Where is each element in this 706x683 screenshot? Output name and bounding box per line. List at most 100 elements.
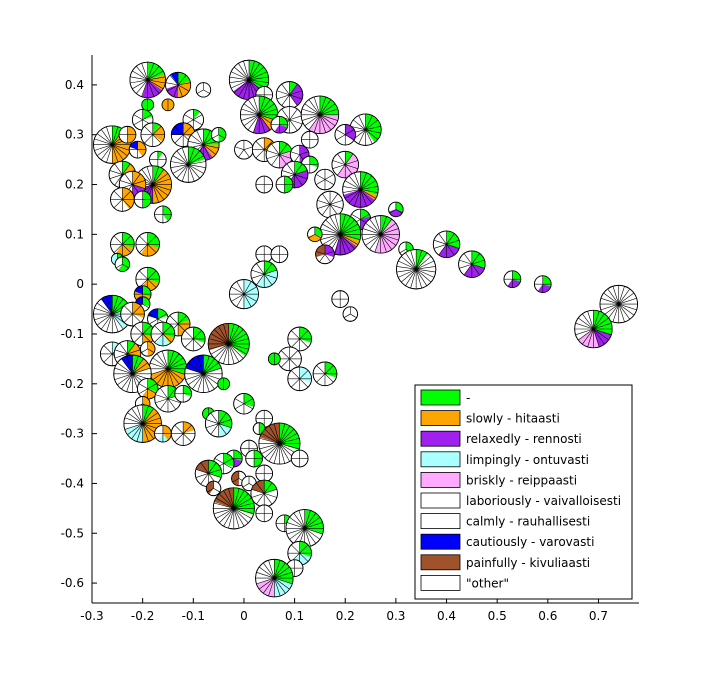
pie-spoke <box>126 373 133 392</box>
pie-spoke <box>154 325 164 335</box>
pie-spoke <box>248 79 255 99</box>
pie-spoke <box>174 126 184 135</box>
pie-spoke <box>172 164 189 174</box>
pie-spoke <box>593 317 609 330</box>
pie-spoke <box>208 473 222 478</box>
pie-spoke <box>344 153 354 165</box>
pie-spoke <box>174 433 184 443</box>
pie-slice <box>147 74 166 91</box>
pie-border <box>458 250 486 278</box>
x-ticks: -0.3 -0.2 -0.1 0 0.1 0.2 0.3 0.4 0.5 0.6 0.7 <box>80 598 608 623</box>
pie-slice <box>289 81 298 95</box>
pie-spoke <box>113 244 123 253</box>
pie-spoke <box>339 234 346 255</box>
pie-slice <box>345 151 354 165</box>
pie-spoke <box>169 75 179 86</box>
pie-spoke <box>263 263 273 275</box>
pie-spoke <box>263 562 275 579</box>
pie-slice <box>152 165 164 185</box>
pie-spoke <box>141 63 148 81</box>
pie-spoke <box>258 114 266 133</box>
pie-spoke <box>167 353 180 370</box>
pie-spoke <box>274 562 286 579</box>
pie-spoke <box>299 544 309 554</box>
pie-spoke <box>228 343 240 362</box>
pie-spoke <box>218 423 232 429</box>
pie-border <box>118 125 137 144</box>
pie-spoke <box>152 368 169 381</box>
pie-spoke <box>618 292 635 305</box>
pie-spoke <box>354 189 361 207</box>
pie-spoke <box>339 216 351 235</box>
pie-spoke <box>203 373 219 386</box>
pie-spoke <box>319 108 338 116</box>
y-tick-label: -0.6 <box>61 576 84 590</box>
pie-spoke <box>188 362 204 375</box>
pie-border <box>133 190 152 209</box>
pie-border <box>342 171 379 208</box>
pie-spoke <box>114 163 123 175</box>
pie-spoke <box>114 353 128 359</box>
pie-spoke <box>167 84 179 92</box>
pie-spoke <box>279 154 288 166</box>
pie-spoke <box>247 114 260 131</box>
pie-slice <box>249 60 269 92</box>
legend-swatch <box>420 430 461 447</box>
legend-entries: - slowly - hitaasti relaxedly - rennosti li… <box>420 389 621 591</box>
pie-spoke <box>142 303 150 308</box>
pie-spoke <box>177 84 190 92</box>
pie-spoke <box>259 437 280 444</box>
pie-marker <box>212 487 255 530</box>
pie-spoke <box>582 313 594 330</box>
pie-spoke <box>162 325 172 335</box>
pie-border <box>267 352 281 366</box>
pie-spoke <box>152 126 162 135</box>
pie-spoke <box>264 489 277 494</box>
pie-spoke <box>228 323 235 345</box>
pie-spoke <box>261 433 280 444</box>
pie-marker <box>396 249 437 290</box>
pie-spoke <box>184 338 194 348</box>
pie-spoke <box>345 134 355 141</box>
pie-spoke <box>365 223 381 235</box>
pie-spoke <box>132 358 144 375</box>
axes: -0.3 -0.2 -0.1 0 0.1 0.2 0.3 0.4 0.5 0.6 0.7 0.40.… <box>61 55 639 623</box>
pie-spoke <box>155 394 169 400</box>
pie-marker <box>228 279 259 310</box>
pie-spoke <box>161 368 169 387</box>
pie-slice <box>340 213 361 241</box>
pie-spoke <box>134 333 143 343</box>
pie-spoke <box>289 350 299 360</box>
pie-spoke <box>398 260 417 270</box>
pie-spoke <box>238 149 245 158</box>
pie-border <box>184 354 223 394</box>
pie-spoke <box>196 130 204 145</box>
pie-slice <box>208 323 229 351</box>
pie-border <box>170 421 196 446</box>
pie-spoke <box>593 322 612 330</box>
pie-spoke <box>147 79 164 90</box>
pie-spoke <box>248 66 265 81</box>
pie-spoke <box>248 63 260 81</box>
pie-spoke <box>176 164 189 179</box>
pie-spoke <box>208 338 229 345</box>
pie-spoke <box>192 358 204 375</box>
pie-spoke <box>279 150 293 155</box>
pie-spoke <box>139 235 148 245</box>
pie-spoke <box>259 108 278 116</box>
pie-spoke <box>132 305 142 315</box>
pie-spoke <box>264 269 277 275</box>
pie-spoke <box>348 189 361 204</box>
legend-label: limpingly - ontuvasti <box>466 453 589 467</box>
pie-spoke <box>274 566 290 579</box>
pie-border <box>503 270 522 288</box>
pie-spoke <box>132 313 142 323</box>
pie-spoke <box>354 172 361 190</box>
pie-spoke <box>100 129 113 145</box>
pie-spoke <box>304 528 321 540</box>
pie-spoke <box>205 423 219 429</box>
pie-spoke <box>294 170 308 175</box>
pie-spoke <box>203 355 210 374</box>
pie-marker <box>114 256 131 272</box>
pie-slice <box>253 114 271 134</box>
